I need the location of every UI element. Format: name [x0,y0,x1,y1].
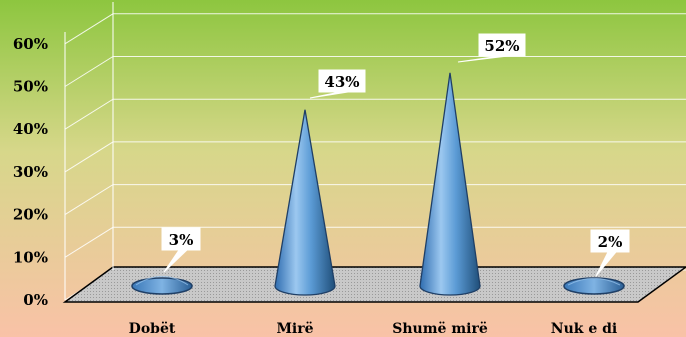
cone-base [563,277,625,295]
data-label: 2% [598,233,623,251]
data-label-box [457,33,526,63]
data-label-callout: 52% [457,33,526,63]
chart-floor [62,266,686,303]
data-label: 52% [484,37,519,55]
cone [563,277,625,295]
data-label-callout: 2% [590,229,630,277]
cone-highlight [135,275,189,286]
y-tick-label: 0% [23,291,48,309]
category-label: Shumë mirë [392,321,488,337]
y-tick-label: 50% [13,78,48,96]
data-label: 43% [324,73,359,91]
x-axis: Dobët Mirë Shumë mirë Nuk e di [129,321,618,337]
cone-base [131,277,193,295]
cone [131,275,193,295]
cone-body [274,109,336,296]
floor-plane [62,266,686,303]
data-label-callout: 43% [309,69,366,99]
y-tick-label: 20% [13,206,48,224]
cone-highlight [567,277,621,286]
data-label-box [309,69,366,99]
y-tick-label: 30% [13,163,48,181]
y-axis: 0% 10% 20% 30% 40% 50% 60% [13,2,114,309]
cone [419,72,481,296]
y-tick-label: 60% [13,35,48,53]
y-tick-label: 40% [13,120,48,138]
data-label-box [590,229,630,277]
cone [274,109,336,296]
data-labels: 3% 43% 52% 2% [161,33,630,277]
category-label: Dobët [129,321,176,337]
category-label: Mirë [276,321,313,337]
y-tick-label: 10% [13,248,48,266]
data-label: 3% [169,231,194,249]
cone-body [419,72,481,296]
data-label-callout: 3% [161,227,201,273]
cones [131,72,625,296]
category-label: Nuk e di [551,321,617,337]
data-label-box [161,227,201,273]
